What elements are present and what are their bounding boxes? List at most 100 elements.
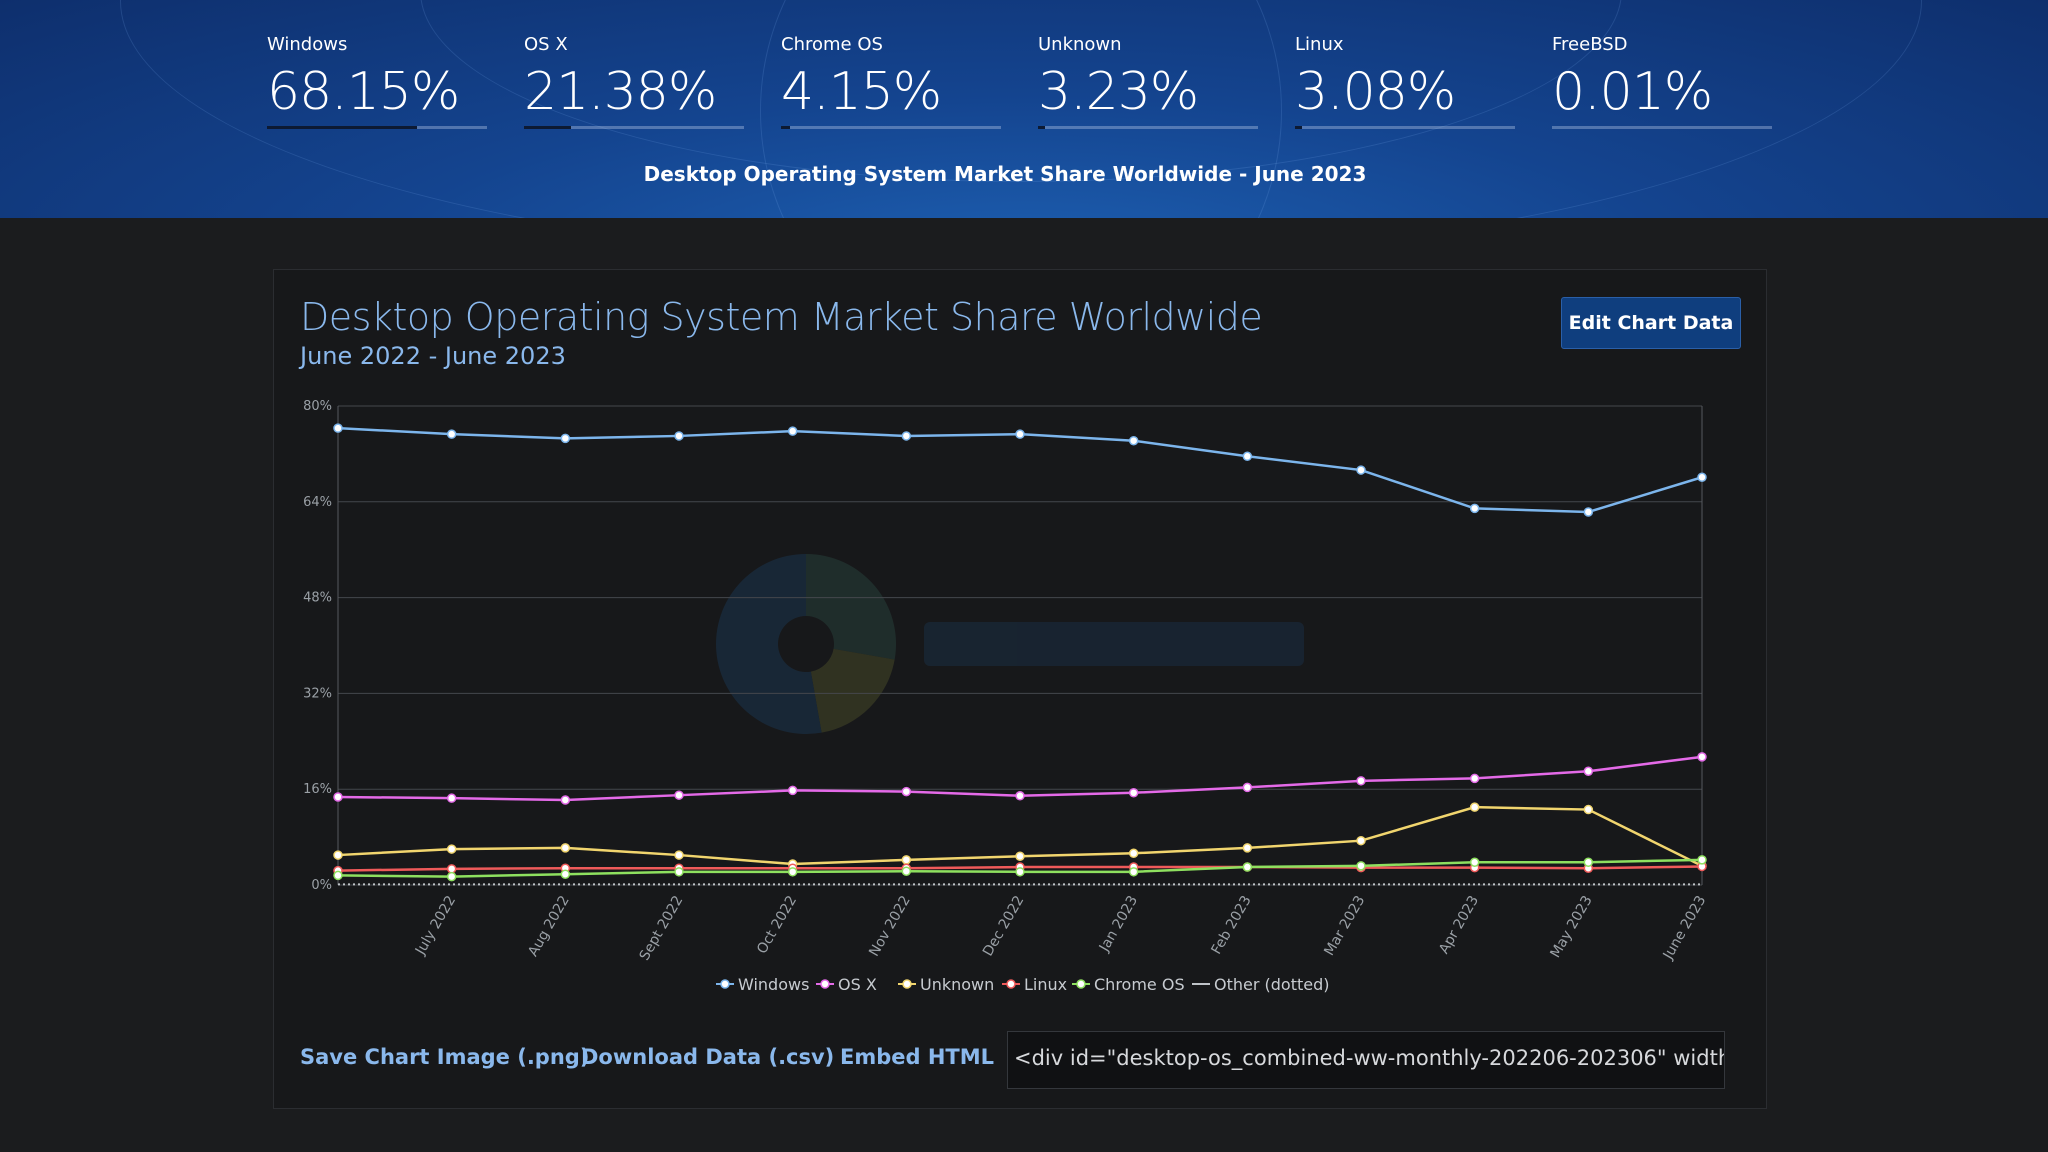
- stats-row: Windows 68.15% OS X 21.38% Chrome OS 4.15% Unk…: [267, 34, 1787, 134]
- data-point: [560, 843, 571, 853]
- watermark-wordmark: [924, 622, 1304, 666]
- stat-percentage: 21.38%: [524, 62, 717, 122]
- data-point: [333, 792, 343, 802]
- data-point: [1697, 472, 1707, 483]
- legend-marker: [720, 979, 730, 989]
- stat-name: OS X: [524, 34, 568, 55]
- data-point: [1128, 867, 1139, 877]
- data-point: [1583, 857, 1594, 867]
- x-tick-label: Feb 2023: [1209, 893, 1255, 957]
- watermark-slice: [810, 648, 895, 733]
- x-tick-label: May 2023: [1547, 893, 1595, 961]
- hero-caption: Desktop Operating System Market Share Wo…: [643, 162, 1367, 186]
- data-point: [1356, 465, 1366, 475]
- legend-label: Chrome OS: [1094, 975, 1185, 994]
- data-point: [1469, 802, 1480, 812]
- data-point: [1015, 429, 1025, 439]
- x-tick-label: Nov 2022: [866, 893, 914, 959]
- legend-marker: [902, 979, 912, 989]
- watermark-logo: [715, 554, 1304, 734]
- data-point: [1583, 766, 1594, 776]
- data-point: [901, 786, 912, 797]
- data-point: [1015, 851, 1025, 862]
- data-point: [333, 423, 343, 433]
- stat-name: FreeBSD: [1552, 34, 1628, 55]
- y-tick-label: 80%: [303, 399, 332, 414]
- data-point: [560, 795, 571, 805]
- data-point: [1242, 843, 1253, 853]
- edit-chart-data-button[interactable]: Edit Chart Data: [1561, 297, 1741, 349]
- stat-percentage: 0.01%: [1552, 62, 1713, 122]
- stat-name: Windows: [267, 34, 348, 55]
- data-point: [787, 785, 798, 796]
- x-tick-label: June 2023: [1660, 893, 1710, 963]
- stat-name: Chrome OS: [781, 34, 883, 55]
- stat-percentage: 3.23%: [1038, 62, 1199, 122]
- stat-tile: Linux 3.08%: [1295, 34, 1515, 129]
- save-chart-image-link[interactable]: Save Chart Image (.png): [300, 1045, 590, 1069]
- stat-share-fill: [1295, 126, 1302, 129]
- x-tick-label: Aug 2022: [525, 893, 573, 959]
- globe-outline: [760, 0, 1282, 218]
- data-point: [674, 850, 684, 860]
- chart-subtitle: June 2022 - June 2023: [300, 342, 566, 370]
- data-point: [333, 870, 343, 881]
- x-tick-label: Apr 2023: [1436, 893, 1482, 957]
- data-point: [674, 867, 684, 877]
- stat-share-fill: [1038, 126, 1046, 129]
- stat-percentage: 4.15%: [781, 62, 942, 122]
- watermark-slice: [806, 554, 896, 660]
- data-point: [446, 871, 457, 882]
- stat-share-bar: [1038, 126, 1258, 129]
- y-tick-label: 32%: [303, 686, 332, 701]
- stat-share-bar: [1295, 126, 1515, 129]
- stat-share-bar: [524, 126, 744, 129]
- data-point: [446, 793, 457, 803]
- data-point: [787, 426, 798, 436]
- data-point: [1128, 848, 1139, 859]
- stat-name: Unknown: [1038, 34, 1122, 55]
- data-point: [333, 850, 343, 860]
- data-point: [1242, 782, 1253, 793]
- y-tick-label: 0%: [311, 878, 332, 893]
- data-point: [446, 844, 457, 854]
- data-point: [674, 431, 684, 441]
- y-tick-label: 48%: [303, 591, 332, 606]
- download-data-link[interactable]: Download Data (.csv): [581, 1045, 835, 1069]
- data-point: [1469, 773, 1480, 784]
- data-point: [1697, 855, 1707, 865]
- legend-label: OS X: [838, 975, 877, 994]
- chart-card: Desktop Operating System Market Share Wo…: [273, 269, 1767, 1109]
- stat-percentage: 68.15%: [267, 62, 460, 122]
- x-tick-label: Oct 2022: [754, 893, 800, 957]
- data-point: [901, 431, 912, 441]
- stats-header: Windows 68.15% OS X 21.38% Chrome OS 4.15% Unk…: [0, 0, 2048, 218]
- data-point: [1356, 776, 1366, 786]
- data-point: [1015, 791, 1025, 801]
- stat-share-bar: [1552, 126, 1772, 129]
- y-tick-label: 64%: [303, 495, 332, 510]
- legend-label: Linux: [1024, 975, 1067, 994]
- chart-title: Desktop Operating System Market Share Wo…: [300, 295, 1263, 339]
- legend-label: Unknown: [920, 975, 994, 994]
- data-point: [787, 867, 798, 877]
- stat-tile: Chrome OS 4.15%: [781, 34, 1001, 129]
- stat-tile: OS X 21.38%: [524, 34, 744, 129]
- data-point: [1242, 862, 1253, 872]
- data-point: [1697, 752, 1707, 762]
- stat-tile: FreeBSD 0.01%: [1552, 34, 1772, 129]
- data-point: [560, 869, 571, 879]
- data-point: [1583, 804, 1594, 815]
- stat-share-fill: [267, 126, 417, 129]
- x-tick-label: Sept 2022: [637, 893, 687, 963]
- data-point: [674, 790, 684, 800]
- embed-html-link[interactable]: Embed HTML: [840, 1045, 995, 1069]
- stat-share-fill: [524, 126, 572, 129]
- embed-code-field[interactable]: <div id="desktop-os_combined-ww-monthly-…: [1007, 1031, 1725, 1089]
- data-point: [1356, 861, 1366, 871]
- x-tick-label: Dec 2022: [980, 893, 1027, 959]
- watermark-slice: [715, 554, 822, 734]
- stat-share-bar: [781, 126, 1001, 129]
- series-line-windows: [337, 426, 1703, 514]
- data-point: [1583, 507, 1594, 517]
